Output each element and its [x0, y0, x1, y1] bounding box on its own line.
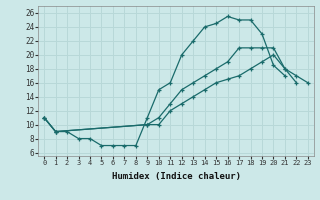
X-axis label: Humidex (Indice chaleur): Humidex (Indice chaleur) [111, 172, 241, 181]
